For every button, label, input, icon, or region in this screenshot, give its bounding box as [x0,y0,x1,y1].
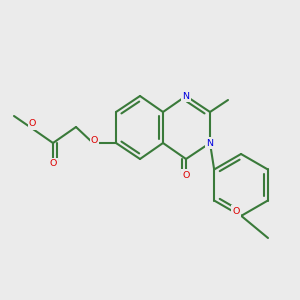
Text: O: O [232,206,240,215]
Text: O: O [29,119,36,128]
Text: N: N [182,92,190,100]
Text: O: O [91,136,98,145]
Text: N: N [206,139,214,148]
Text: O: O [50,159,57,168]
Text: O: O [182,170,190,179]
